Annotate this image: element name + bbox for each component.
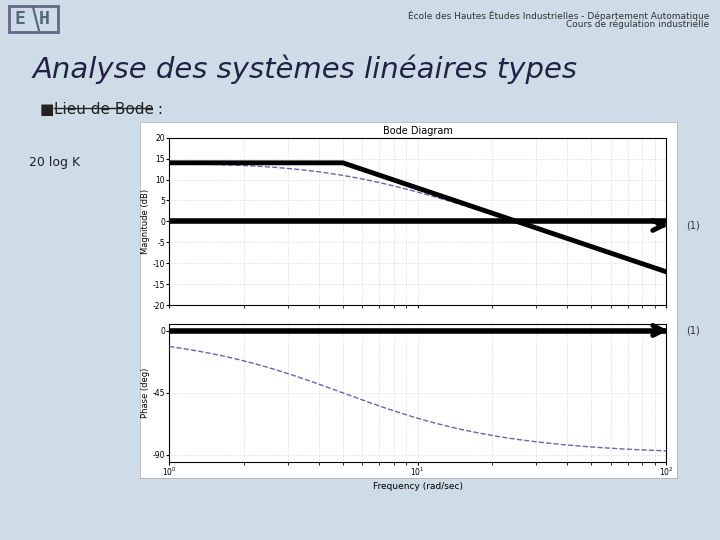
Text: H: H (39, 10, 50, 28)
Y-axis label: Magnitude (dB): Magnitude (dB) (141, 189, 150, 254)
Text: Lieu de Bode: Lieu de Bode (54, 102, 154, 117)
Y-axis label: Phase (deg): Phase (deg) (140, 368, 150, 418)
Text: :: : (153, 102, 163, 117)
Text: E: E (14, 10, 25, 28)
Text: École des Hautes Études Industrielles - Département Automatique: École des Hautes Études Industrielles - … (408, 11, 709, 21)
Text: (1): (1) (686, 326, 700, 335)
Text: ■: ■ (40, 102, 59, 117)
X-axis label: Frequency (rad/sec): Frequency (rad/sec) (373, 482, 463, 491)
Text: Cours de régulation industrielle: Cours de régulation industrielle (566, 20, 709, 30)
Text: (1): (1) (686, 220, 700, 231)
Title: Bode Diagram: Bode Diagram (382, 125, 453, 136)
Text: Analyse des systèmes linéaires types: Analyse des systèmes linéaires types (32, 54, 577, 84)
Text: 20 log K: 20 log K (29, 156, 80, 170)
